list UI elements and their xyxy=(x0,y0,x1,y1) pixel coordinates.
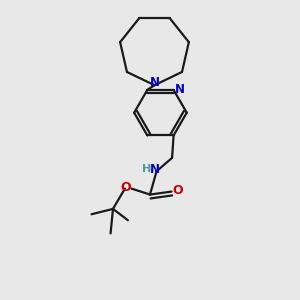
Text: O: O xyxy=(120,181,131,194)
Text: O: O xyxy=(172,184,183,197)
Text: N: N xyxy=(150,163,160,176)
Text: N: N xyxy=(175,83,185,96)
Text: N: N xyxy=(149,76,160,89)
Text: H: H xyxy=(142,164,152,174)
